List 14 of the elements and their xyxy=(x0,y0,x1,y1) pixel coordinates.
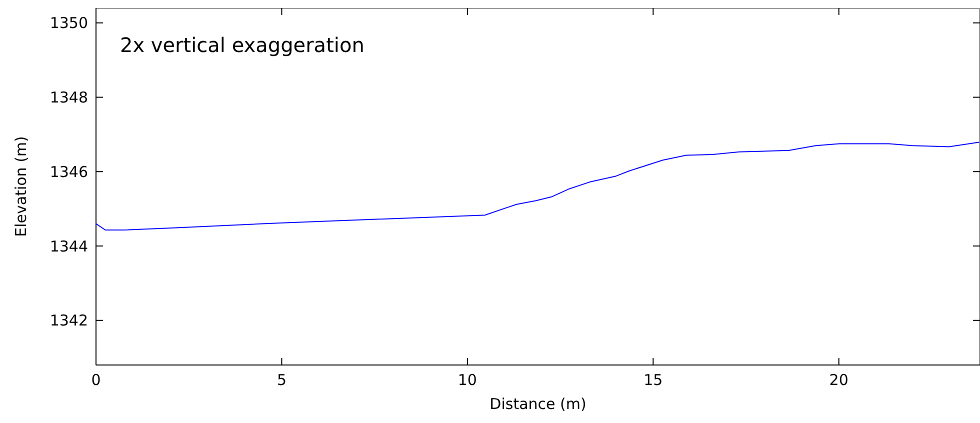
line-series xyxy=(96,142,980,231)
x-tick-label: 0 xyxy=(91,371,101,389)
annotation: 2x vertical exaggeration xyxy=(120,33,364,57)
y-tick-label: 1342 xyxy=(50,312,88,330)
y-tick-label: 1350 xyxy=(50,14,88,32)
y-axis-title: Elevation (m) xyxy=(12,136,30,237)
y-tick-label: 1346 xyxy=(50,162,88,181)
x-tick-label: 5 xyxy=(276,371,286,389)
x-tick-label: 10 xyxy=(458,371,477,389)
x-axis-title: Distance (m) xyxy=(490,395,586,413)
x-tick-label: 20 xyxy=(829,371,848,389)
y-tick-label: 1344 xyxy=(50,237,88,256)
x-tick-label: 15 xyxy=(644,371,663,389)
y-tick-label: 1348 xyxy=(50,88,88,106)
